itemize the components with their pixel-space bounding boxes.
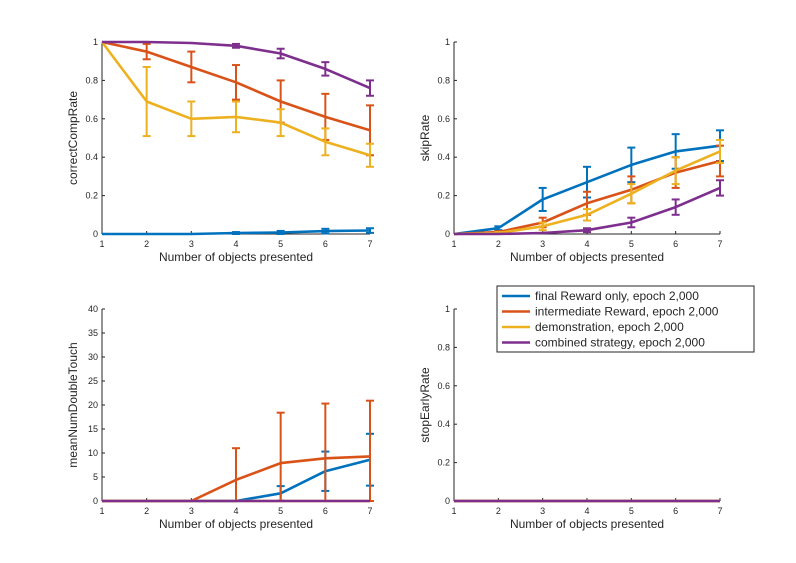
- subplot-bottom-left: 1 2 3 4 5 6 7 0 5 10 15 20 25 30 35 40 Number of objects…: [66, 304, 374, 531]
- y-tick-label: 0.2: [437, 191, 450, 201]
- x-tick-label: 5: [629, 506, 634, 516]
- legend-label: final Reward only, epoch 2,000: [535, 289, 699, 303]
- x-tick-label: 4: [233, 506, 238, 516]
- series-1: [453, 129, 724, 236]
- x-tick-label: 7: [367, 506, 372, 516]
- x-tick-label: 5: [629, 239, 634, 249]
- x-tick-label: 1: [99, 506, 104, 516]
- y-axis-label: stopEarlyRate: [418, 367, 432, 443]
- x-axis-label: Number of objects presented: [159, 517, 313, 531]
- y-tick-label: 0: [93, 229, 98, 239]
- y-axis-label: correctCompRate: [66, 91, 80, 185]
- y-tick-label: 0: [445, 229, 450, 239]
- series-1: [102, 432, 374, 503]
- y-tick-label: 20: [88, 400, 98, 410]
- y-axis-label: skipRate: [418, 114, 432, 161]
- y-tick-label: 0.2: [85, 191, 98, 201]
- x-tick-label: 3: [189, 506, 194, 516]
- y-tick-label: 0.8: [85, 75, 98, 85]
- x-tick-label: 7: [717, 506, 722, 516]
- y-tick-label: 0.6: [85, 114, 98, 124]
- x-tick-label: 6: [323, 506, 328, 516]
- y-axis-label: meanNumDoubleTouch: [66, 342, 80, 467]
- y-tick-label: 30: [88, 352, 98, 362]
- x-tick-label: 1: [451, 506, 456, 516]
- series-4: [102, 40, 374, 97]
- x-axis-label: Number of objects presented: [510, 517, 664, 531]
- legend: final Reward only, epoch 2,000 intermedia…: [496, 285, 755, 353]
- x-tick-label: 5: [278, 239, 283, 249]
- y-tick-label: 0.4: [437, 419, 450, 429]
- x-tick-label: 4: [584, 239, 589, 249]
- subplot-top-left: 1 2 3 4 5 6 7 0 0.2 0.4 0.6 0.8 1 Number of objects p…: [66, 37, 374, 264]
- x-tick-label: 3: [540, 506, 545, 516]
- x-tick-label: 6: [673, 239, 678, 249]
- x-axis-label: Number of objects presented: [510, 250, 664, 264]
- y-tick-label: 40: [88, 304, 98, 314]
- x-tick-label: 4: [233, 239, 238, 249]
- y-tick-label: 5: [93, 472, 98, 482]
- y-tick-label: 15: [88, 424, 98, 434]
- x-tick-label: 1: [99, 239, 104, 249]
- series-2: [101, 40, 374, 157]
- x-tick-label: 2: [496, 506, 501, 516]
- y-tick-label: 1: [445, 304, 450, 314]
- x-tick-label: 3: [189, 239, 194, 249]
- x-tick-label: 6: [673, 506, 678, 516]
- subplot-bottom-right: 1 2 3 4 5 6 7 0 0.2 0.4 0.6 0.8 1 Number of objects p…: [418, 304, 723, 531]
- x-tick-label: 2: [496, 239, 501, 249]
- x-tick-label: 7: [717, 239, 722, 249]
- legend-label: combined strategy, epoch 2,000: [535, 336, 705, 350]
- x-tick-label: 3: [540, 239, 545, 249]
- x-axis-label: Number of objects presented: [159, 250, 313, 264]
- y-tick-label: 0: [445, 496, 450, 506]
- y-tick-label: 25: [88, 376, 98, 386]
- y-tick-label: 35: [88, 328, 98, 338]
- y-tick-label: 1: [93, 37, 98, 47]
- x-tick-label: 4: [584, 506, 589, 516]
- legend-label: intermediate Reward, epoch 2,000: [535, 305, 719, 319]
- series-3: [453, 138, 724, 236]
- y-tick-label: 10: [88, 448, 98, 458]
- y-tick-label: 0.6: [437, 381, 450, 391]
- y-tick-label: 0.8: [437, 75, 450, 85]
- x-tick-label: 5: [278, 506, 283, 516]
- series-1: [102, 227, 374, 236]
- y-tick-label: 0.4: [85, 152, 98, 162]
- y-tick-label: 1: [445, 37, 450, 47]
- legend-label: demonstration, epoch 2,000: [535, 320, 684, 334]
- y-tick-label: 0: [93, 496, 98, 506]
- x-tick-label: 1: [451, 239, 456, 249]
- series-2: [102, 399, 374, 503]
- x-tick-label: 2: [144, 506, 149, 516]
- subplot-top-right: 1 2 3 4 5 6 7 0 0.2 0.4 0.6 0.8 1 Number of objects p…: [418, 37, 724, 264]
- y-tick-label: 0.8: [437, 342, 450, 352]
- x-tick-label: 2: [144, 239, 149, 249]
- y-tick-label: 0.2: [437, 458, 450, 468]
- x-tick-label: 7: [367, 239, 372, 249]
- y-tick-label: 0.6: [437, 114, 450, 124]
- series-3: [100, 41, 374, 168]
- y-tick-label: 0.4: [437, 152, 450, 162]
- legend-box: [496, 285, 755, 353]
- x-tick-label: 6: [323, 239, 328, 249]
- series-4: [454, 179, 724, 236]
